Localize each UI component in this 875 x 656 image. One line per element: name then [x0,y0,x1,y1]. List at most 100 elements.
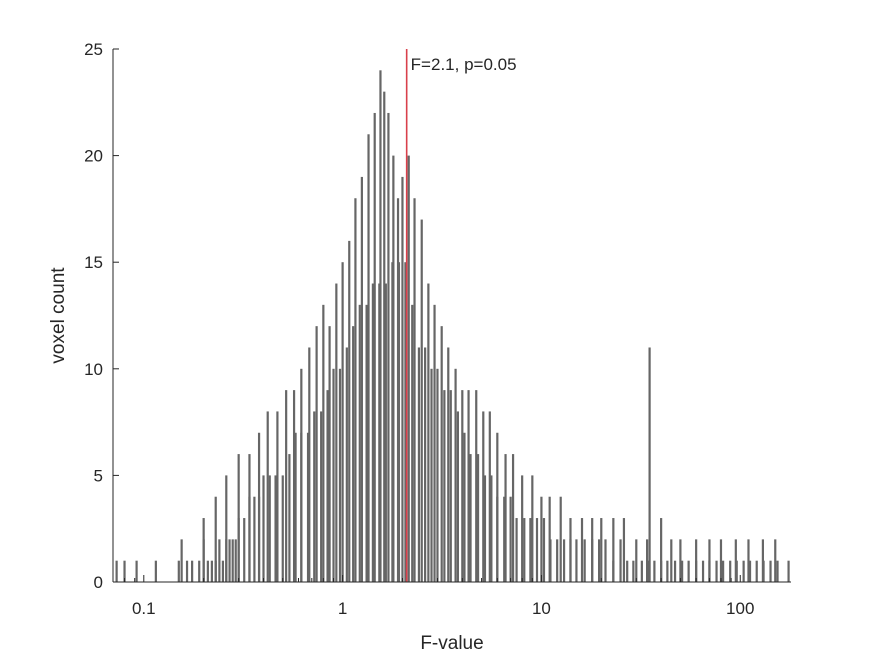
histogram-bar [701,560,705,582]
histogram-bar [509,496,512,582]
histogram-bar [320,411,323,582]
histogram-bar [411,304,414,582]
y-tick-label: 20 [84,147,103,166]
histogram-bar [653,560,656,582]
histogram-bar [681,560,684,582]
x-axis-label: F-value [420,633,483,654]
histogram-bar [348,240,351,582]
histogram-bar [300,368,303,582]
histogram-bar [540,496,543,582]
histogram-bar [604,539,607,582]
histogram-bar [708,539,711,582]
axes: 0 5 10 15 20 25 0.1 1 10 100 [84,40,791,618]
histogram-bar [635,539,638,582]
histogram-bar [332,368,335,582]
histogram-bar [313,411,316,582]
histogram-bar [202,518,205,582]
histogram-bar [378,283,381,582]
histogram-bar [542,518,546,582]
histogram-bar [761,539,764,582]
histogram-bar [358,304,361,582]
histogram-bar [123,560,126,582]
histogram-bar [475,390,478,582]
histogram-bar [447,347,450,582]
histogram-bar [755,560,758,582]
histogram-bar [612,518,615,582]
histogram-bar [647,560,650,582]
histogram-bar [274,475,277,582]
histogram-bar [774,539,777,582]
histogram-bar [231,539,234,582]
x-tick-label: 10 [532,599,551,618]
histogram-bar [523,518,526,582]
histogram-bars [115,70,790,583]
histogram-bar [515,518,518,582]
histogram-bar [367,134,370,582]
histogram-bar [469,454,472,582]
histogram-bar [281,475,284,582]
histogram-bar [308,347,311,582]
histogram-bar [456,411,459,582]
histogram-bar [503,496,506,582]
histogram-bar [276,411,279,582]
histogram-bar [443,390,446,582]
histogram-bar [670,539,673,582]
histogram-bar [420,219,423,582]
threshold-label: F=2.1, p=0.05 [411,55,517,74]
histogram-bar [424,347,427,582]
histogram-bar [695,539,698,582]
histogram-bar [253,496,256,582]
histogram-bar [769,560,772,582]
histogram-bar [742,560,745,582]
histogram-bar [341,262,344,582]
y-tick-label: 25 [84,40,103,59]
x-axis-minor-ticks [112,578,732,582]
y-tick-label: 5 [94,466,103,485]
histogram-bar [591,518,594,582]
histogram-bar [490,475,493,582]
histogram-bar [626,560,629,582]
histogram-bar [449,390,452,582]
histogram-bar [569,518,572,582]
histogram-bar [371,283,374,582]
histogram-bar [619,539,622,582]
histogram-bar [556,539,559,582]
histogram-bar [135,560,138,582]
histogram-bar [360,176,363,583]
histogram-bar [413,198,416,583]
histogram-bar [234,539,237,582]
histogram-bar [482,411,485,582]
histogram-bar [306,432,310,582]
histogram-bar [511,454,515,582]
histogram-bar [191,560,194,582]
histogram-bar [734,539,737,582]
histogram-bar [373,112,376,583]
histogram-bar [719,539,723,582]
histogram-bar [335,283,338,582]
histogram-bar [748,560,752,582]
histogram-bar [407,155,410,582]
histogram-bar [206,560,209,582]
histogram-bar [221,560,225,582]
histogram-bar [687,560,690,582]
x-tick-label: 100 [726,599,754,618]
histogram-bar [417,347,421,582]
histogram-bar [292,390,296,582]
y-axis-ticks: 0 5 10 15 20 25 [84,40,119,592]
histogram-bar [237,454,240,582]
histogram-bar [185,560,189,582]
histogram-bar [383,91,386,582]
histogram-bar [154,560,157,582]
histogram-bar [243,518,246,582]
histogram-bar [529,518,532,582]
histogram-bar [640,560,643,582]
histogram-bar [365,304,368,582]
histogram-bar [632,560,635,582]
histogram-bar [722,560,725,582]
histogram-bar [218,539,221,582]
histogram-bar [430,368,433,582]
histogram-bar [648,347,651,582]
histogram-bar [562,539,566,582]
histogram-bar [433,304,436,582]
